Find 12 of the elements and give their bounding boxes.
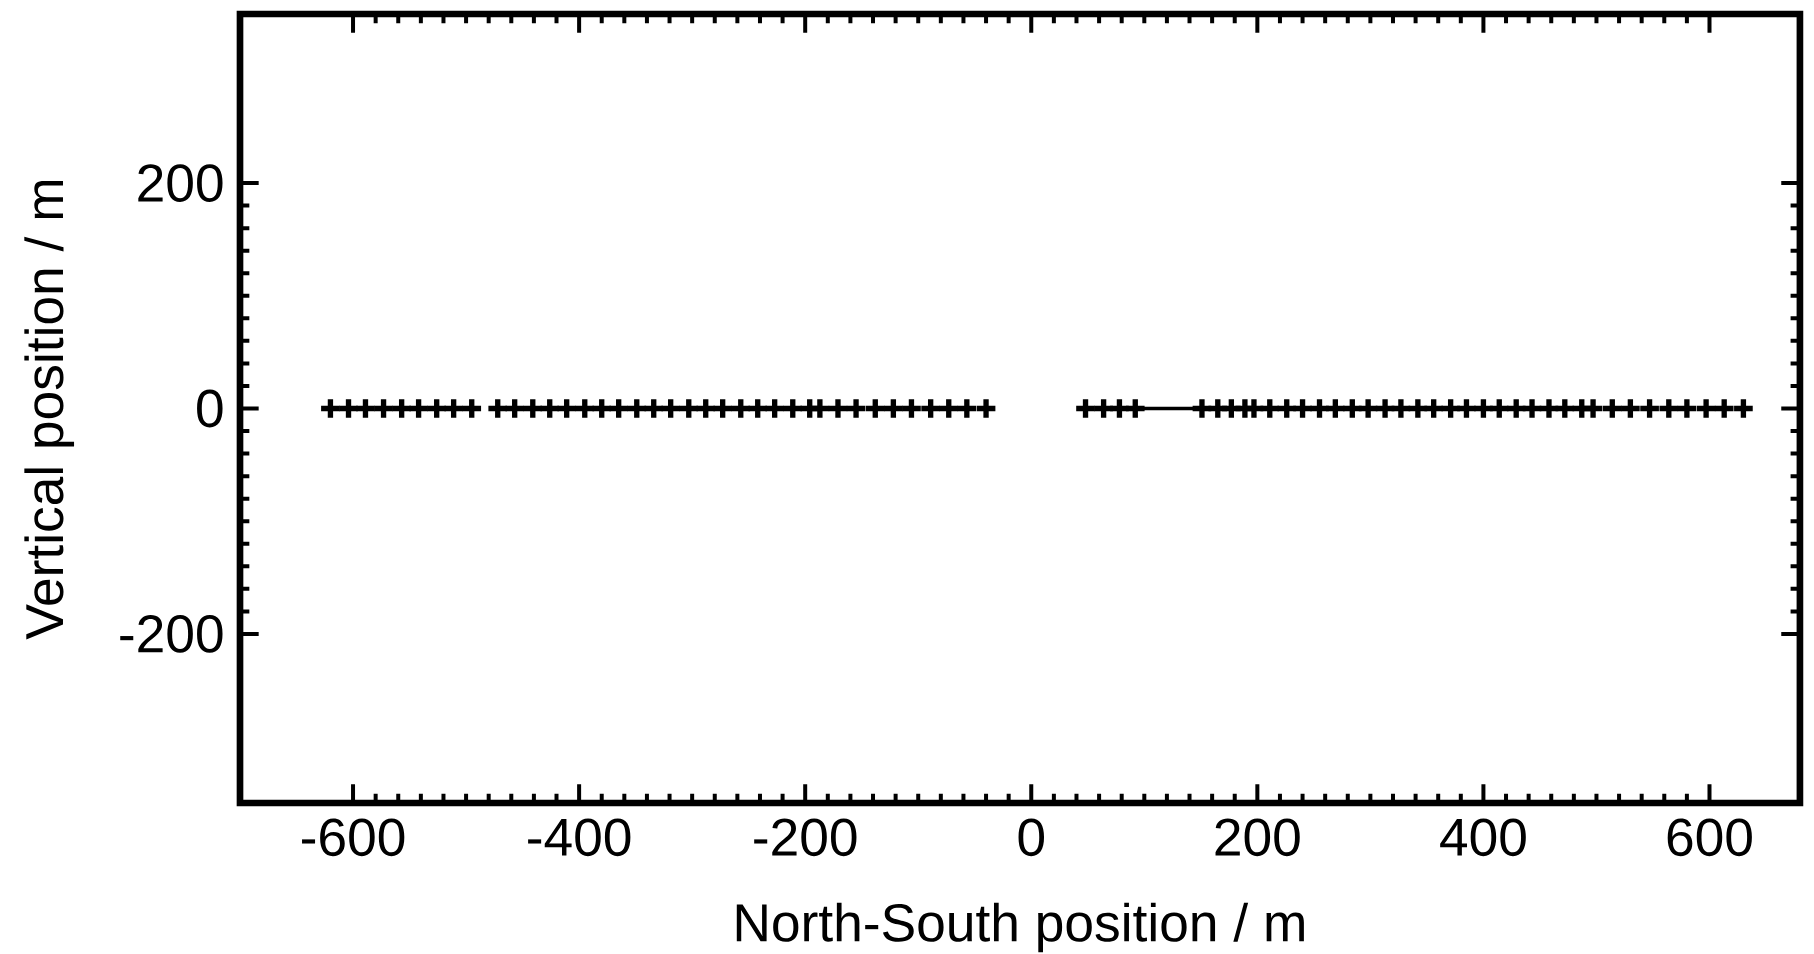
x-tick-label: 200 [1215,818,1300,857]
x-tick-label: -600 [302,818,405,857]
x-tick-label: -200 [754,818,857,857]
y-axis-title: Vertical position / m [24,180,75,640]
x-tick-label: 400 [1440,818,1526,857]
x-tick-label: 600 [1667,818,1752,857]
x-tick-label: 0 [1018,818,1045,857]
x-tick-label: -400 [528,818,631,857]
y-tick-label: 0 [197,389,223,428]
y-tick-label: -200 [120,615,223,653]
x-axis-title: North-South position / m [736,902,1304,953]
y-tick-label: 200 [138,164,223,202]
